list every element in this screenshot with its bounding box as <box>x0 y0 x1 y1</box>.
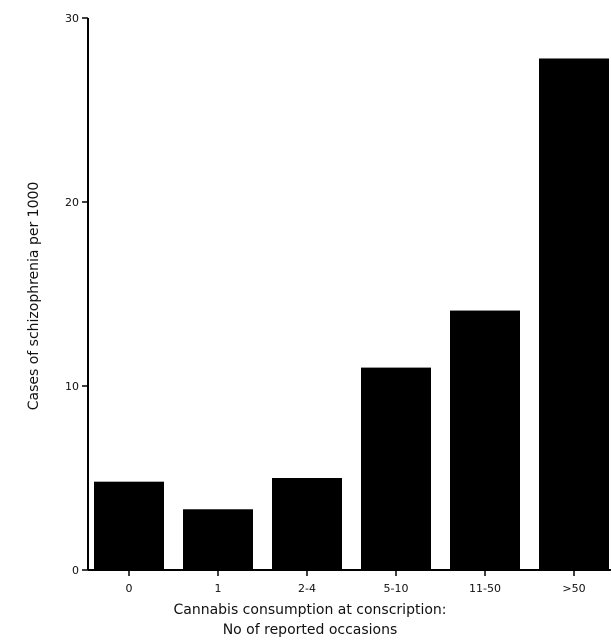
x-tick-label: 0 <box>126 582 133 595</box>
y-axis: 0 10 20 30 <box>65 12 89 577</box>
bar <box>539 58 609 570</box>
bar <box>183 509 253 570</box>
bar <box>272 478 342 570</box>
y-axis-title: Cases of schizophrenia per 1000 <box>26 182 42 411</box>
bar <box>94 481 164 570</box>
x-tick-label: 2-4 <box>298 582 316 595</box>
bar <box>450 310 520 570</box>
y-tick-label: 20 <box>65 196 79 209</box>
x-tick-label: 1 <box>215 582 222 595</box>
x-axis-title-line-2: No of reported occasions <box>223 622 398 638</box>
x-tick-label: 5-10 <box>384 582 409 595</box>
y-tick-label: 10 <box>65 380 79 393</box>
bars <box>94 58 609 570</box>
x-tick-label: >50 <box>562 582 585 595</box>
y-tick-label: 30 <box>65 12 79 25</box>
y-tick-label: 0 <box>72 564 79 577</box>
bar <box>361 367 431 570</box>
x-axis-title-line-1: Cannabis consumption at conscription: <box>173 602 446 618</box>
x-axis: 0 1 2-4 5-10 11-50 >50 <box>88 569 611 595</box>
x-tick-label: 11-50 <box>469 582 501 595</box>
